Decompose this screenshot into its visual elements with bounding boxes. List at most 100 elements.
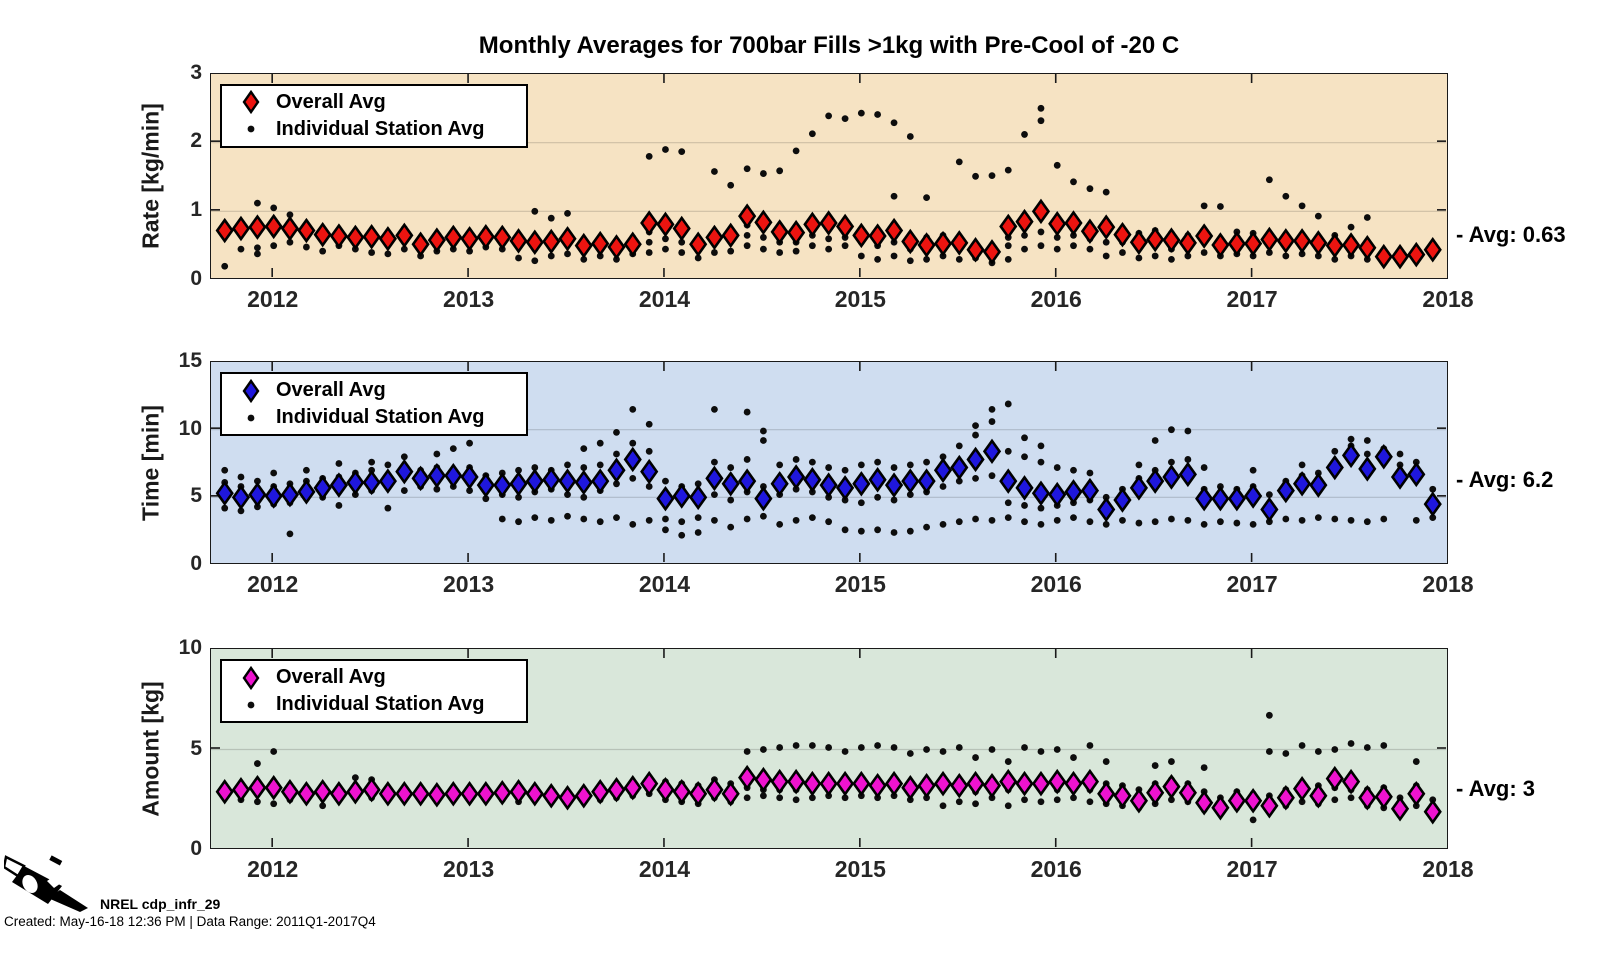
station-avg-dot bbox=[939, 748, 947, 755]
station-avg-dot bbox=[841, 114, 849, 122]
station-avg-dot bbox=[727, 247, 735, 255]
overall-avg-diamond bbox=[1162, 226, 1181, 253]
station-avg-dot bbox=[972, 515, 979, 523]
overall-avg-diamond bbox=[313, 221, 332, 247]
time-avg-annotation: - Avg: 6.2 bbox=[1456, 467, 1554, 493]
station-avg-dot bbox=[776, 794, 784, 802]
station-avg-dot bbox=[1037, 228, 1045, 235]
overall-avg-diamond bbox=[738, 202, 757, 229]
station-avg-dot bbox=[1282, 252, 1290, 259]
overall-avg-diamond bbox=[1031, 198, 1051, 224]
rate-x-tick-label: 2018 bbox=[1422, 285, 1474, 312]
station-avg-dot bbox=[890, 464, 898, 471]
overall-avg-diamond bbox=[362, 223, 381, 249]
station-avg-dot bbox=[1004, 514, 1012, 522]
overall-avg-diamond bbox=[1097, 496, 1116, 523]
station-avg-dot bbox=[1217, 518, 1224, 526]
station-avg-dot bbox=[270, 469, 278, 477]
overall-avg-diamond bbox=[1390, 796, 1410, 822]
station-avg-dot bbox=[1004, 802, 1012, 810]
station-avg-dot bbox=[711, 458, 718, 466]
station-avg-dot bbox=[1363, 450, 1371, 458]
station-avg-dot bbox=[1168, 426, 1175, 434]
station-avg-dot bbox=[384, 250, 392, 257]
station-avg-dot bbox=[1102, 252, 1110, 259]
overall-avg-diamond bbox=[574, 232, 593, 258]
time-y-tick-label: 5 bbox=[190, 484, 202, 508]
station-avg-dot bbox=[727, 181, 735, 189]
overall-avg-diamond bbox=[1015, 770, 1034, 797]
overall-avg-diamond bbox=[689, 780, 708, 807]
overall-avg-diamond bbox=[1276, 785, 1295, 811]
amount-x-tick-label: 2013 bbox=[442, 856, 495, 882]
time-y-tick-label: 15 bbox=[178, 349, 202, 372]
overall-avg-diamond bbox=[950, 772, 969, 799]
overall-avg-diamond bbox=[1292, 775, 1312, 802]
station-avg-dot bbox=[1347, 740, 1355, 747]
station-avg-dot bbox=[759, 169, 767, 177]
overall-avg-diamond bbox=[1064, 209, 1083, 236]
station-avg-dot bbox=[906, 256, 914, 264]
overall-avg-diamond bbox=[1031, 480, 1051, 507]
station-avg-dot bbox=[1086, 469, 1094, 477]
amount-y-tick-label: 5 bbox=[190, 736, 202, 760]
overall-avg-diamond bbox=[411, 231, 430, 257]
overall-avg-diamond bbox=[1309, 229, 1328, 256]
overall-avg-diamond bbox=[329, 222, 349, 249]
station-avg-dot bbox=[743, 164, 751, 172]
overall-avg-diamond bbox=[378, 225, 397, 252]
station-avg-dot bbox=[923, 746, 930, 753]
station-avg-dot bbox=[678, 531, 686, 539]
station-avg-dot bbox=[1363, 744, 1371, 751]
station-avg-dot bbox=[1086, 798, 1094, 806]
station-avg-dot bbox=[254, 250, 261, 257]
overall-avg-diamond bbox=[966, 236, 985, 263]
time-x-tick-label: 2016 bbox=[1030, 571, 1082, 597]
overall-avg-diamond bbox=[493, 472, 512, 498]
station-avg-dot bbox=[694, 514, 702, 522]
station-avg-dot bbox=[1347, 223, 1355, 231]
station-avg-dot bbox=[1331, 447, 1339, 455]
station-avg-dot bbox=[1037, 116, 1045, 124]
station-avg-dot-icon bbox=[247, 701, 255, 708]
overall-avg-diamond bbox=[248, 213, 267, 240]
overall-avg-diamond bbox=[1374, 783, 1393, 810]
station-avg-dot bbox=[857, 252, 865, 259]
station-avg-dot bbox=[515, 254, 522, 261]
station-avg-dot bbox=[1249, 521, 1257, 528]
rate-legend: Overall Avg Individual Station Avg bbox=[220, 83, 528, 148]
station-avg-dot bbox=[743, 456, 751, 463]
rate-x-tick-label: 2013 bbox=[442, 285, 495, 312]
overall-avg-diamond bbox=[1211, 795, 1230, 821]
time-x-tick-label: 2015 bbox=[834, 571, 886, 597]
station-avg-dot bbox=[433, 485, 441, 493]
station-avg-dot bbox=[1021, 434, 1028, 442]
station-avg-dot bbox=[547, 214, 555, 222]
station-avg-dot bbox=[515, 493, 522, 501]
station-avg-dot bbox=[1102, 238, 1110, 246]
overall-avg-diamond bbox=[215, 480, 234, 507]
overall-avg-diamond bbox=[1390, 243, 1410, 269]
overall-avg-diamond bbox=[1195, 790, 1214, 816]
overall-avg-diamond bbox=[1309, 782, 1328, 809]
station-avg-dot bbox=[1037, 521, 1045, 528]
station-avg-dot bbox=[1086, 245, 1094, 253]
station-avg-dot bbox=[988, 171, 996, 179]
station-avg-dot bbox=[1053, 161, 1061, 169]
station-avg-dot bbox=[890, 496, 898, 504]
overall-avg-diamond bbox=[558, 468, 577, 494]
station-avg-dot bbox=[1021, 245, 1028, 253]
station-avg-dot bbox=[841, 466, 849, 474]
time-x-tick-label: 2017 bbox=[1226, 571, 1278, 597]
overall-avg-diamond bbox=[950, 454, 969, 481]
rate-x-tick-label: 2017 bbox=[1226, 285, 1278, 312]
overall-avg-diamond bbox=[1064, 479, 1083, 505]
station-avg-dot bbox=[890, 529, 898, 536]
overall-avg-diamond bbox=[1113, 487, 1132, 513]
station-avg-dot bbox=[808, 129, 816, 137]
station-avg-dot bbox=[1249, 466, 1257, 474]
station-avg-dot bbox=[939, 521, 947, 528]
station-avg-dot bbox=[988, 418, 996, 425]
station-avg-dot bbox=[808, 742, 816, 749]
station-avg-dot bbox=[1168, 515, 1175, 523]
